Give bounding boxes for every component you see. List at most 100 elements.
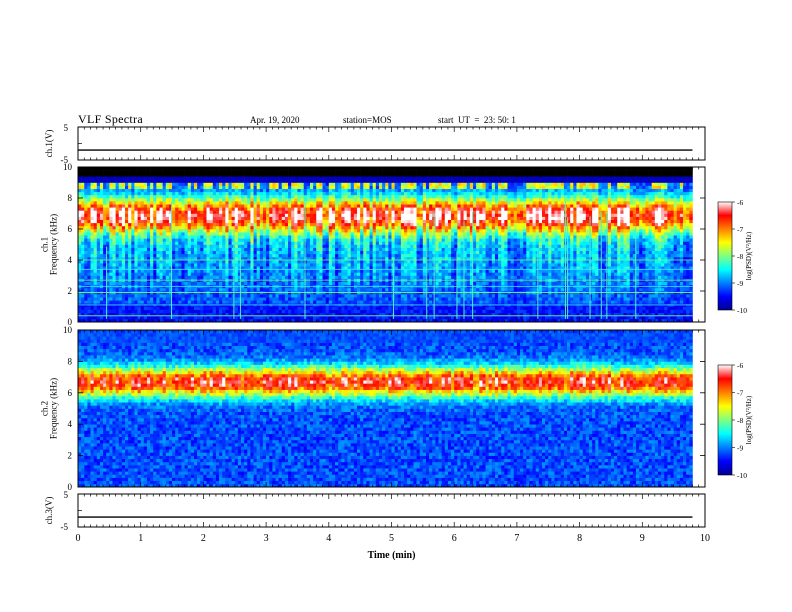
spectrogram-cell xyxy=(328,287,333,292)
spectrogram-cell xyxy=(78,309,82,313)
spectrogram-cell xyxy=(375,300,380,304)
spectrogram-cell xyxy=(328,213,333,217)
spectrogram-cell xyxy=(316,309,320,313)
spectrogram-cell xyxy=(99,294,104,298)
spectrogram-cell xyxy=(247,250,251,255)
spectrogram-cell xyxy=(372,281,377,286)
spectrogram-cell xyxy=(99,312,104,317)
spectrogram-cell xyxy=(294,198,298,202)
spectrogram-cell xyxy=(84,185,88,189)
spectrogram-cell xyxy=(87,238,91,242)
spectrogram-cell xyxy=(212,204,217,208)
spectrogram-cell xyxy=(159,204,163,208)
spectrogram-cell xyxy=(84,275,88,279)
spectrogram-cell xyxy=(78,232,82,236)
spectrogram-cell xyxy=(275,315,279,320)
spectrogram-cell xyxy=(190,222,195,227)
spectrogram-cell xyxy=(162,238,167,242)
spectrogram-cell xyxy=(184,253,189,258)
spectrogram-cell xyxy=(341,244,345,248)
spectrogram-cell xyxy=(347,216,352,220)
spectrogram-cell xyxy=(225,297,229,301)
spectrogram-cell xyxy=(360,194,364,199)
spectrogram-cell xyxy=(247,318,251,323)
spectrogram-cell xyxy=(200,235,204,239)
spectrogram-cell xyxy=(369,232,373,236)
spectrogram-cell xyxy=(237,315,242,320)
spectrogram-cell xyxy=(118,222,123,227)
spectrogram-cell xyxy=(81,281,85,286)
spectrogram-cell xyxy=(134,185,138,189)
spectrogram-cell xyxy=(187,222,192,227)
spectrogram-cell xyxy=(109,213,113,217)
spectrogram-cell xyxy=(162,250,167,255)
spectrogram-cell xyxy=(118,294,123,298)
spectrogram-cell xyxy=(168,294,173,298)
spectrogram-cell xyxy=(103,272,107,276)
spectrogram-cell xyxy=(350,229,355,233)
spectrogram-cell xyxy=(228,250,232,255)
spectrogram-cell xyxy=(206,225,210,230)
spectrogram-cell xyxy=(197,191,201,196)
spectrogram-cell xyxy=(284,210,289,214)
spectrogram-cell xyxy=(237,225,242,230)
spectrogram-cell xyxy=(375,294,380,298)
spectrogram-cell xyxy=(313,269,317,273)
spectrogram-cell xyxy=(281,229,286,233)
spectrogram-cell xyxy=(121,281,126,286)
spectrogram-cell xyxy=(228,182,232,186)
spectrogram-cell xyxy=(244,281,248,286)
spectrogram-cell xyxy=(291,241,295,245)
spectrogram-cell xyxy=(222,238,226,242)
spectrogram-cell xyxy=(206,235,210,239)
spectrogram-cell xyxy=(128,300,132,304)
spectrogram-cell xyxy=(172,225,176,230)
spectrogram-cell xyxy=(344,204,348,208)
spectrogram-cell xyxy=(341,210,345,214)
spectrogram-cell xyxy=(281,191,286,196)
spectrogram-cell xyxy=(172,247,176,251)
spectrogram-cell xyxy=(109,238,113,242)
spectrogram-cell xyxy=(150,219,154,224)
spectrogram-cell xyxy=(325,191,330,196)
spectrogram-cell xyxy=(353,300,358,304)
spectrogram-cell xyxy=(297,315,301,320)
spectrogram-cell xyxy=(206,176,210,180)
spectrogram-cell xyxy=(140,188,145,193)
spectrogram-cell xyxy=(291,182,295,186)
spectrogram-cell xyxy=(156,238,160,242)
spectrogram-cell xyxy=(244,229,248,233)
spectrogram-cell xyxy=(360,173,364,177)
spectrogram-cell xyxy=(237,238,242,242)
spectrogram-cell xyxy=(344,266,348,270)
spectrogram-cell xyxy=(156,222,160,227)
spectrogram-cell xyxy=(341,185,345,189)
spectrogram-cell xyxy=(281,287,286,292)
spectrogram-cell xyxy=(172,294,176,298)
spectrogram-cell xyxy=(253,297,257,301)
spectrogram-cell xyxy=(281,300,286,304)
spectrogram-cell xyxy=(303,182,308,186)
spectrogram-cell xyxy=(281,297,286,301)
spectrogram-cell xyxy=(84,281,88,286)
spectrogram-cell xyxy=(253,198,257,202)
spectrogram-cell xyxy=(219,191,223,196)
spectrogram-cell xyxy=(90,247,94,251)
spectrogram-cell xyxy=(112,281,116,286)
spectrogram-cell xyxy=(241,216,245,220)
spectrogram-cell xyxy=(225,247,229,251)
spectrogram-cell xyxy=(328,306,333,310)
spectrogram-cell xyxy=(190,191,195,196)
spectrogram-cell xyxy=(118,241,123,245)
spectrogram-cell xyxy=(366,297,370,301)
spectrogram-cell xyxy=(125,294,129,298)
spectrogram-cell xyxy=(360,167,364,171)
spectrogram-cell xyxy=(247,287,251,292)
spectrogram-cell xyxy=(209,198,214,202)
spectrogram-cell xyxy=(300,210,305,214)
spectrogram-cell xyxy=(125,318,129,323)
spectrogram-cell xyxy=(131,201,135,205)
spectrogram-cell xyxy=(294,306,298,310)
spectrogram-cell xyxy=(335,300,339,304)
spectrogram-cell xyxy=(225,201,229,205)
